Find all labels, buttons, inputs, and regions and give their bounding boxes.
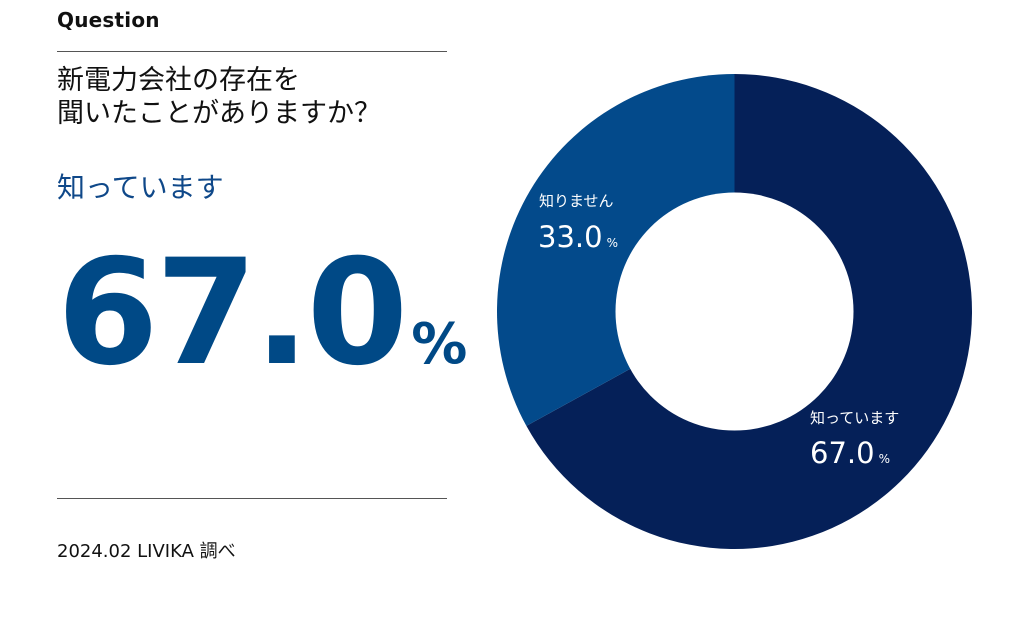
highlight-label: 知っています — [57, 171, 224, 204]
highlight-number: 67.0 — [57, 228, 408, 398]
slice-label-name-1: 知っています — [810, 409, 899, 427]
question-line-1: 新電力会社の存在を — [57, 65, 300, 96]
slice-label-name-2: 知りません — [539, 192, 614, 210]
donut-hole — [615, 192, 854, 431]
question-title: 新電力会社の存在を 聞いたことがありますか？ — [57, 64, 381, 130]
top-divider — [57, 51, 447, 52]
highlight-value: 67.0% — [57, 238, 467, 388]
kicker-label: Question — [57, 8, 160, 32]
donut-chart: 知っています 67.0 % 知りません 33.0% — [497, 74, 972, 550]
slice-label-value-1: 67.0% — [810, 436, 890, 470]
highlight-unit: % — [411, 312, 468, 377]
question-line-2: 聞いたことがありますか？ — [57, 98, 381, 129]
bottom-divider — [57, 498, 447, 499]
slice-label-value-2: 33.0% — [538, 220, 618, 254]
donut-labels: 知っています 67.0 % 知りません 33.0% — [538, 192, 899, 470]
source-note: 2024.02 LIVIKA 調べ — [57, 541, 236, 562]
